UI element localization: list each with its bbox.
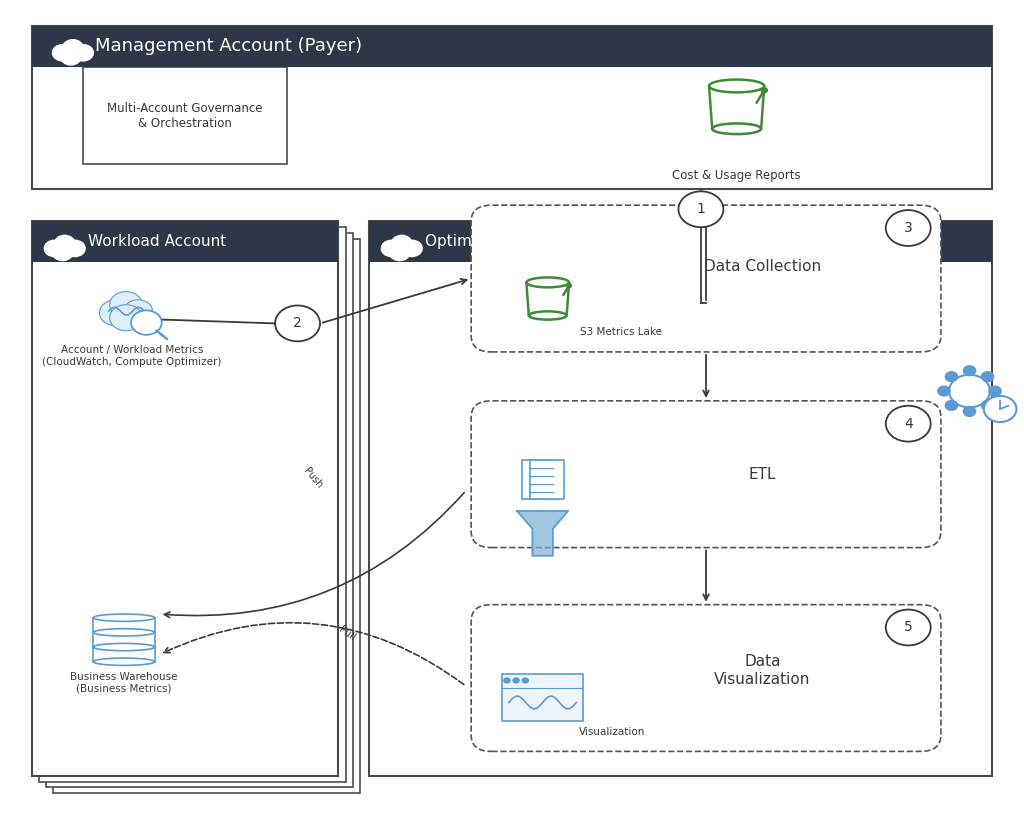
Text: Workload Account: Workload Account [88, 235, 226, 249]
Text: 5: 5 [904, 621, 912, 635]
Circle shape [949, 375, 990, 407]
Ellipse shape [93, 658, 155, 665]
Circle shape [984, 396, 1017, 422]
FancyBboxPatch shape [32, 26, 992, 66]
Ellipse shape [93, 644, 155, 650]
Circle shape [761, 88, 767, 92]
Circle shape [44, 240, 65, 257]
Text: Visualization: Visualization [579, 726, 645, 737]
FancyBboxPatch shape [32, 222, 338, 775]
FancyBboxPatch shape [83, 66, 288, 164]
FancyBboxPatch shape [369, 222, 992, 263]
Circle shape [938, 386, 950, 396]
Circle shape [52, 245, 73, 261]
Text: Business Warehouse
(Business Metrics): Business Warehouse (Business Metrics) [71, 672, 178, 693]
Circle shape [52, 45, 73, 61]
Circle shape [981, 371, 993, 381]
Circle shape [65, 240, 85, 257]
Circle shape [60, 49, 81, 65]
FancyBboxPatch shape [32, 26, 992, 189]
Circle shape [62, 40, 83, 56]
Circle shape [391, 236, 412, 252]
Text: Multi-Account Governance
& Orchestration: Multi-Account Governance & Orchestration [108, 101, 263, 129]
Ellipse shape [93, 629, 155, 636]
Circle shape [945, 371, 957, 381]
FancyBboxPatch shape [39, 227, 345, 781]
Circle shape [964, 366, 976, 375]
Circle shape [131, 310, 162, 335]
Text: ETL: ETL [749, 467, 776, 482]
Text: 4: 4 [904, 416, 912, 430]
Text: Optimization Account: Optimization Account [425, 235, 590, 249]
Circle shape [99, 299, 132, 326]
Polygon shape [517, 511, 568, 555]
FancyBboxPatch shape [46, 233, 352, 787]
Circle shape [886, 210, 931, 246]
Ellipse shape [93, 614, 155, 622]
Circle shape [964, 407, 976, 416]
Circle shape [401, 240, 422, 257]
Text: Account / Workload Metrics
(CloudWatch, Compute Optimizer): Account / Workload Metrics (CloudWatch, … [42, 345, 222, 367]
FancyBboxPatch shape [502, 674, 584, 721]
Text: Data Collection: Data Collection [703, 259, 821, 274]
Circle shape [110, 291, 142, 317]
Circle shape [522, 678, 528, 683]
Circle shape [275, 305, 321, 341]
FancyBboxPatch shape [32, 222, 338, 263]
Circle shape [945, 401, 957, 411]
Circle shape [886, 609, 931, 645]
FancyBboxPatch shape [369, 222, 992, 775]
Text: Push: Push [301, 466, 325, 491]
FancyBboxPatch shape [522, 460, 556, 499]
Text: Data
Visualization: Data Visualization [714, 654, 811, 687]
Circle shape [989, 386, 1001, 396]
Text: 2: 2 [293, 317, 302, 330]
Circle shape [566, 284, 571, 288]
Circle shape [54, 236, 75, 252]
Circle shape [124, 299, 153, 322]
Text: S3 Metrics Lake: S3 Metrics Lake [581, 327, 663, 337]
Circle shape [389, 245, 410, 261]
Circle shape [679, 191, 723, 227]
Circle shape [981, 401, 993, 411]
FancyBboxPatch shape [530, 460, 564, 499]
Text: 1: 1 [696, 202, 706, 216]
FancyBboxPatch shape [53, 239, 359, 793]
Circle shape [504, 678, 510, 683]
Circle shape [110, 304, 142, 330]
Circle shape [73, 45, 93, 61]
FancyBboxPatch shape [471, 205, 941, 352]
Circle shape [886, 406, 931, 442]
Text: Pull: Pull [337, 624, 356, 642]
Text: Management Account (Payer): Management Account (Payer) [95, 38, 362, 56]
FancyBboxPatch shape [471, 401, 941, 547]
Text: 3: 3 [904, 221, 912, 235]
Text: Cost & Usage Reports: Cost & Usage Reports [673, 169, 801, 182]
Circle shape [513, 678, 519, 683]
FancyBboxPatch shape [471, 605, 941, 752]
Circle shape [381, 240, 401, 257]
